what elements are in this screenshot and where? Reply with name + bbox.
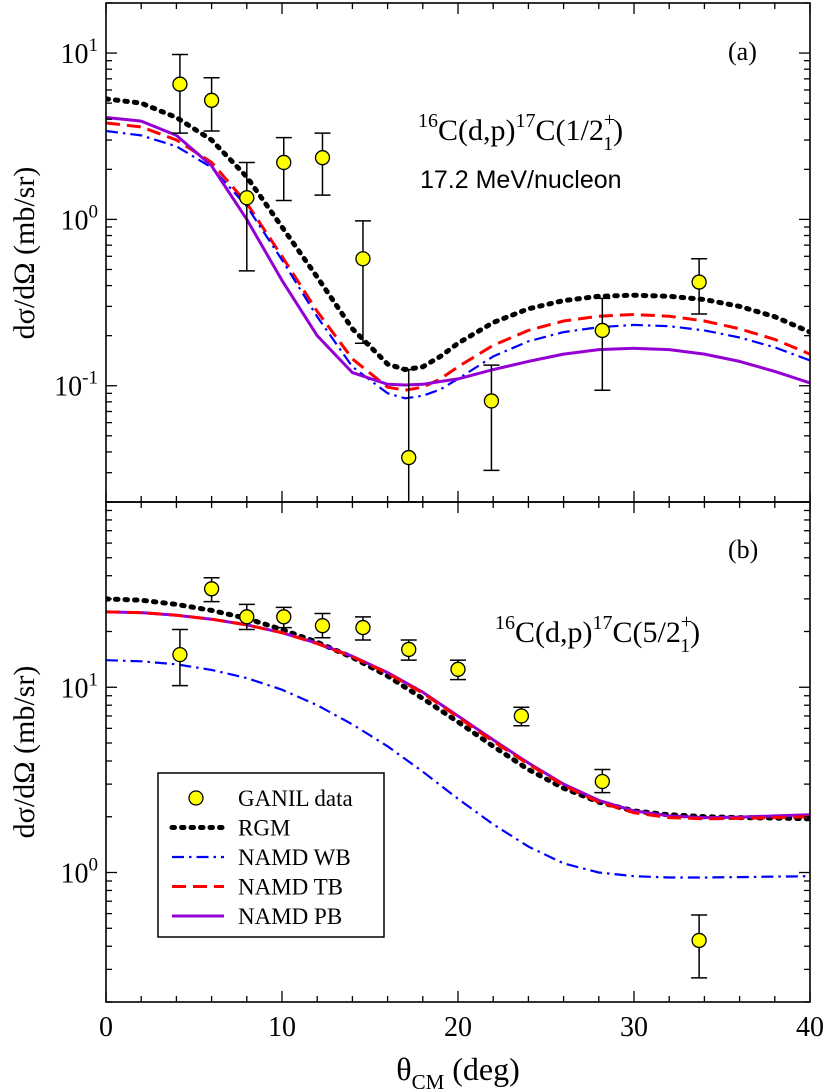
series-wb-line	[106, 129, 810, 400]
x-tick-label: 30	[620, 1012, 648, 1043]
y-tick-label: 10-1	[54, 368, 98, 403]
mass-number: 16	[418, 110, 438, 132]
x-tick-label: 20	[444, 1012, 472, 1043]
y-tick-label: 101	[61, 35, 99, 70]
y-tick-label-base: 10	[54, 372, 82, 403]
y-tick-label: 101	[61, 669, 99, 704]
data-point-1	[203, 92, 220, 108]
reaction-text: C(d,p)	[515, 616, 593, 649]
data-point-2	[239, 190, 255, 206]
series-tb-line	[106, 610, 810, 821]
x-tick-label: 0	[99, 1012, 113, 1043]
series-wb-line	[106, 659, 810, 879]
panel-label: (b)	[728, 535, 758, 564]
x-axis-label: θCM (deg)	[396, 1051, 520, 1090]
series-pb-line	[106, 116, 810, 387]
data-point-10	[691, 932, 707, 949]
data-point-3	[276, 154, 292, 171]
x-axis-label-symbol: θ	[396, 1051, 411, 1087]
energy-subtitle: 17.2 MeV/nucleon	[420, 166, 622, 194]
reaction-title: 16C(d,p)17C(1/2+ 1)	[418, 109, 623, 155]
data-point-0	[172, 76, 188, 92]
y-tick-label-exponent: 1	[89, 35, 99, 56]
data-point-0	[172, 646, 188, 663]
data-point-4	[314, 618, 331, 634]
x-tick-label: 10	[268, 1012, 296, 1043]
data-point-4	[314, 150, 331, 166]
data-point-5	[355, 251, 371, 267]
legend-label-rgm: RGM	[238, 816, 290, 841]
y-axis-label: dσ/dΩ (mb/sr)	[8, 666, 41, 839]
mass-number: 17	[593, 612, 613, 634]
data-point-1	[203, 581, 220, 597]
state-subscript: 1	[603, 133, 613, 155]
state-text: C(1/2	[536, 114, 604, 147]
panel-label: (a)	[728, 37, 757, 66]
legend-label-pb: NAMD PB	[238, 904, 342, 929]
legend-label-data: GANIL data	[238, 786, 353, 811]
legend-label-tb: NAMD TB	[238, 875, 343, 900]
mass-number: 16	[495, 612, 515, 634]
y-tick-label-base: 10	[61, 205, 89, 236]
legend-marker-data	[188, 790, 204, 806]
closing-paren: )	[613, 114, 623, 147]
data-point-9	[691, 274, 707, 290]
data-point-7	[483, 393, 500, 409]
legend-label-wb: NAMD WB	[238, 845, 351, 870]
y-tick-label-base: 10	[61, 859, 89, 890]
data-point-6	[401, 449, 417, 466]
reaction-title: 16C(d,p)17C(5/2+ 1)	[495, 611, 700, 657]
data-point-7	[450, 661, 466, 677]
x-axis-label-unit: (deg)	[444, 1051, 520, 1087]
data-point-9	[594, 773, 610, 790]
x-axis-label-subscript: CM	[412, 1070, 445, 1090]
data-point-5	[355, 619, 371, 636]
y-tick-label-exponent: 1	[89, 669, 99, 690]
closing-paren: )	[690, 616, 700, 649]
data-point-8	[594, 322, 610, 339]
state-text: C(5/2	[613, 616, 681, 649]
y-axis-label: dσ/dΩ (mb/sr)	[8, 167, 41, 340]
x-tick-label: 40	[796, 1012, 824, 1043]
y-tick-label: 100	[61, 855, 99, 890]
series-tb-line	[106, 121, 810, 392]
y-tick-label-exponent: -1	[82, 368, 98, 389]
parity-superscript: +	[681, 611, 692, 633]
parity-superscript: +	[604, 109, 615, 131]
legend: GANIL data RGM NAMD WB NAMD TB NAMD PB	[157, 772, 385, 938]
y-tick-label-base: 10	[61, 673, 89, 704]
state-subscript: 1	[680, 635, 690, 657]
y-tick-label: 100	[61, 201, 99, 236]
y-tick-label-exponent: 0	[89, 201, 99, 222]
data-point-8	[513, 708, 530, 724]
data-point-2	[239, 609, 255, 625]
y-tick-label-base: 10	[61, 39, 89, 70]
series-rgm-line	[106, 96, 810, 373]
y-tick-label-exponent: 0	[89, 855, 99, 876]
reaction-text: C(d,p)	[438, 114, 516, 147]
data-point-3	[276, 609, 292, 625]
data-point-6	[401, 641, 417, 658]
mass-number: 17	[516, 110, 536, 132]
